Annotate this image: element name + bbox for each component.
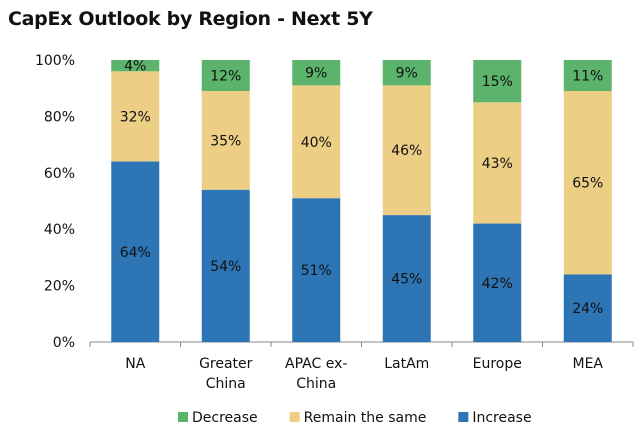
data-label: 9% bbox=[305, 66, 327, 82]
bar-segment-increase bbox=[473, 223, 522, 342]
x-tick-label: Europe bbox=[473, 356, 522, 372]
data-label: 11% bbox=[572, 69, 603, 85]
data-label: 65% bbox=[572, 176, 603, 192]
x-tick-label: APAC ex- bbox=[285, 356, 347, 372]
bar-segment-remain-the-same bbox=[473, 102, 522, 224]
data-label: 40% bbox=[301, 135, 332, 151]
bar-segment-remain-the-same bbox=[111, 71, 160, 162]
y-tick-label: 100% bbox=[35, 53, 75, 69]
legend-swatch bbox=[289, 412, 300, 422]
x-tick-label: China bbox=[206, 376, 246, 392]
bar-segment-decrease bbox=[201, 60, 250, 92]
data-label: 35% bbox=[210, 133, 241, 149]
data-label: 43% bbox=[482, 156, 513, 172]
data-label: 12% bbox=[210, 69, 241, 85]
chart-title: CapEx Outlook by Region - Next 5Y bbox=[8, 8, 373, 30]
data-label: 42% bbox=[482, 276, 513, 292]
bar-segment-decrease bbox=[382, 60, 431, 86]
data-label: 64% bbox=[120, 245, 151, 261]
bar-segment-increase bbox=[111, 161, 160, 342]
x-tick-label: MEA bbox=[572, 356, 603, 372]
bar-segment-remain-the-same bbox=[563, 91, 612, 275]
x-tick-label: LatAm bbox=[384, 356, 429, 372]
data-label: 51% bbox=[301, 263, 332, 279]
bar-segment-remain-the-same bbox=[382, 85, 431, 216]
bar-segment-increase bbox=[382, 215, 431, 342]
data-label: 54% bbox=[210, 259, 241, 275]
bar-segment-decrease bbox=[473, 60, 522, 103]
bar-segment-increase bbox=[201, 189, 250, 342]
legend-swatch bbox=[458, 412, 469, 422]
legend-label: Remain the same bbox=[304, 410, 427, 426]
x-tick-label: NA bbox=[125, 356, 145, 372]
bar-segment-increase bbox=[292, 198, 341, 342]
y-tick-label: 80% bbox=[44, 109, 75, 125]
data-label: 24% bbox=[572, 301, 603, 317]
bar-segment-decrease bbox=[111, 60, 160, 72]
data-label: 46% bbox=[391, 143, 422, 159]
bar-segment-decrease bbox=[292, 60, 341, 86]
bar-segment-increase bbox=[563, 274, 612, 342]
legend-label: Increase bbox=[472, 410, 531, 426]
bar-segment-remain-the-same bbox=[201, 91, 250, 190]
y-tick-label: 20% bbox=[44, 279, 75, 295]
x-tick-label: China bbox=[296, 376, 336, 392]
data-label: 15% bbox=[482, 74, 513, 90]
data-label: 32% bbox=[120, 109, 151, 125]
y-tick-label: 40% bbox=[44, 222, 75, 238]
data-label: 45% bbox=[391, 272, 422, 288]
data-label: 9% bbox=[396, 66, 418, 82]
legend-swatch bbox=[178, 412, 188, 422]
data-label: 4% bbox=[124, 59, 146, 75]
bar-segment-remain-the-same bbox=[292, 85, 341, 199]
legend-label: Decrease bbox=[192, 410, 258, 426]
y-tick-label: 60% bbox=[44, 166, 75, 182]
y-tick-label: 0% bbox=[53, 335, 75, 351]
bar-segment-decrease bbox=[563, 60, 612, 92]
x-tick-label: Greater bbox=[199, 356, 253, 372]
